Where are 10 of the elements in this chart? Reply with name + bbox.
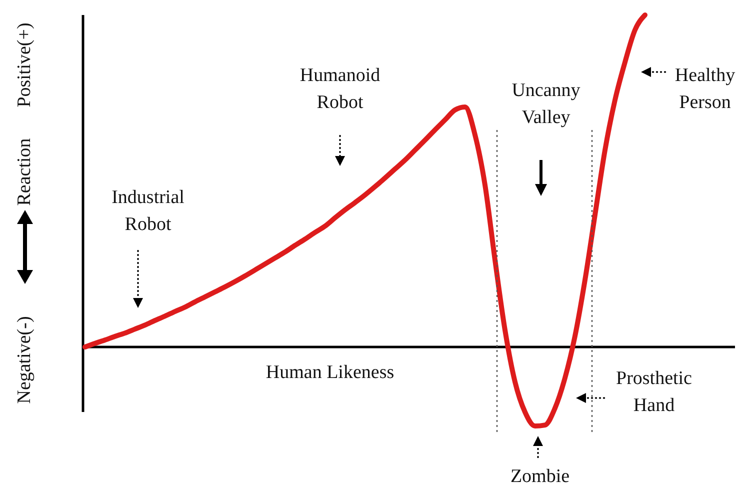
x-axis-title: Human Likeness [266,362,394,383]
annotation: Humanoid Robot [300,65,381,113]
annotation: Prosthetic Hand [616,368,692,416]
text: Zombie [510,466,570,486]
y-axis-title: Reaction [14,138,35,206]
text: Positive(+) [14,22,35,108]
annotation: Industrial Robot [112,187,184,235]
text: Healthy Person [674,65,736,113]
annotation: Uncanny Valley [512,80,581,128]
text: Negative(-) [14,316,35,404]
